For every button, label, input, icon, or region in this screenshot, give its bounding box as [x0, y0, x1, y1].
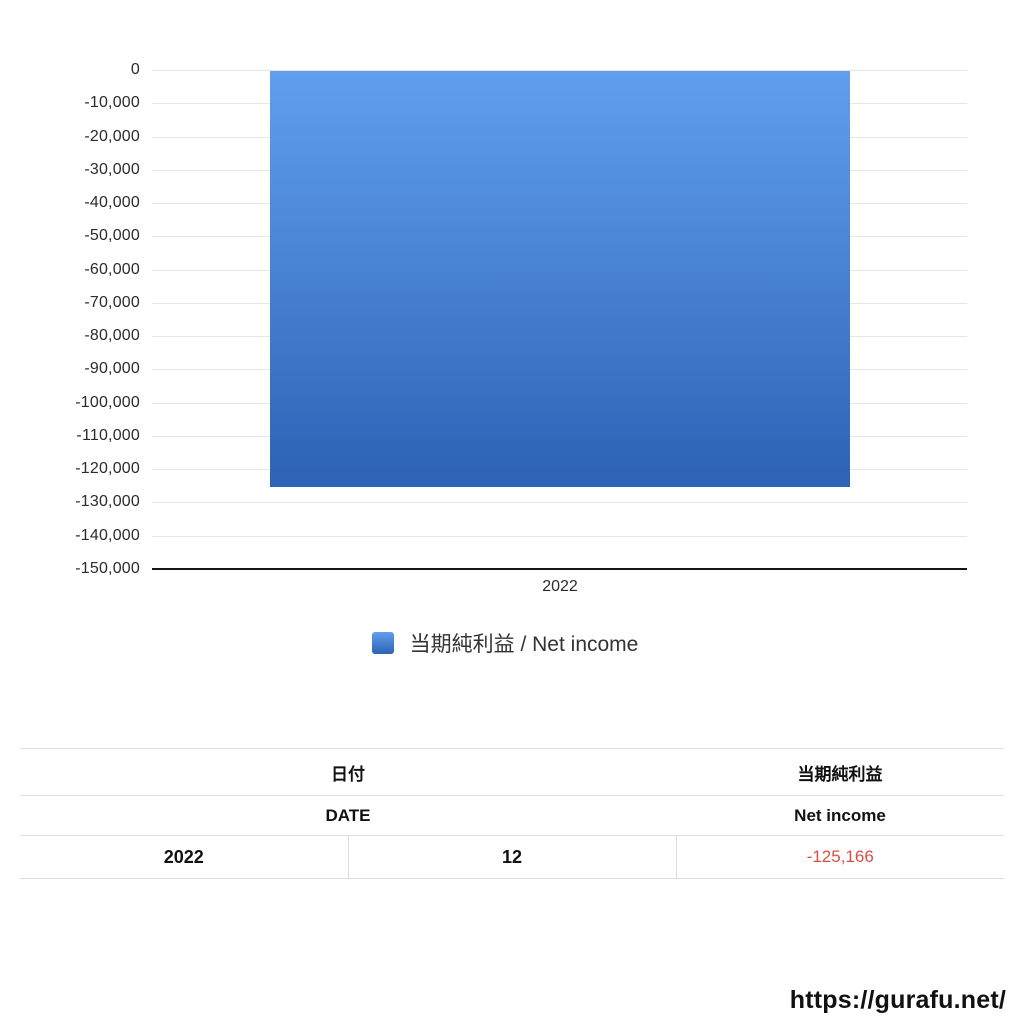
header-date-en: DATE [325, 805, 371, 825]
y-axis-tick: 0 [130, 61, 140, 78]
legend-label: 当期純利益 / Net income [409, 633, 639, 656]
legend-swatch-icon [371, 632, 394, 654]
x-axis-line [152, 568, 967, 570]
y-axis-tick: -10,000 [84, 94, 140, 112]
data-table: 日付 当期純利益 DATE Net income 2022 12 -125,16… [20, 748, 1004, 879]
table-header-row-ja: 日付 当期純利益 [20, 749, 1004, 796]
y-axis-tick: -140,000 [75, 526, 140, 544]
y-axis-tick: -150,000 [75, 560, 140, 577]
y-axis-tick: -50,000 [84, 227, 140, 245]
y-axis-tick: -130,000 [75, 493, 140, 511]
bar-2022-net-income [270, 71, 850, 488]
y-axis-tick: -60,000 [84, 260, 140, 278]
table-header-row-en: DATE Net income [20, 796, 1004, 836]
chart-legend: 当期純利益 / Net income [0, 628, 1010, 658]
y-axis-tick: -30,000 [84, 160, 140, 178]
gridline [152, 502, 967, 504]
header-date-ja: 日付 [331, 764, 365, 784]
cell-year: 2022 [163, 846, 204, 867]
header-net-income-ja: 当期純利益 [797, 764, 883, 784]
y-axis-tick: -120,000 [75, 460, 140, 478]
gridline [152, 70, 967, 71]
y-axis-tick: -80,000 [84, 327, 140, 345]
y-axis-tick: -40,000 [84, 194, 140, 212]
header-net-income-en: Net income [794, 805, 886, 825]
cell-net-income-value: -125,166 [675, 835, 1004, 879]
table-row: 2022 12 -125,166 [20, 835, 1004, 879]
cell-month: 12 [347, 835, 676, 879]
y-axis-tick: -70,000 [84, 293, 140, 311]
y-axis-tick: -100,000 [75, 393, 140, 411]
gridline [152, 535, 967, 537]
x-axis-tick: 2022 [542, 578, 578, 595]
site-url: https://gurafu.net/ [789, 986, 1006, 1014]
y-axis-tick: -110,000 [76, 426, 140, 444]
plot-area: 2022 [152, 70, 967, 595]
y-axis-tick: -20,000 [84, 127, 140, 145]
y-axis-tick: -90,000 [84, 360, 140, 378]
y-axis: 0 -10,000 -20,000 -30,000 -40,000 -50,000 -60,… [0, 61, 140, 577]
